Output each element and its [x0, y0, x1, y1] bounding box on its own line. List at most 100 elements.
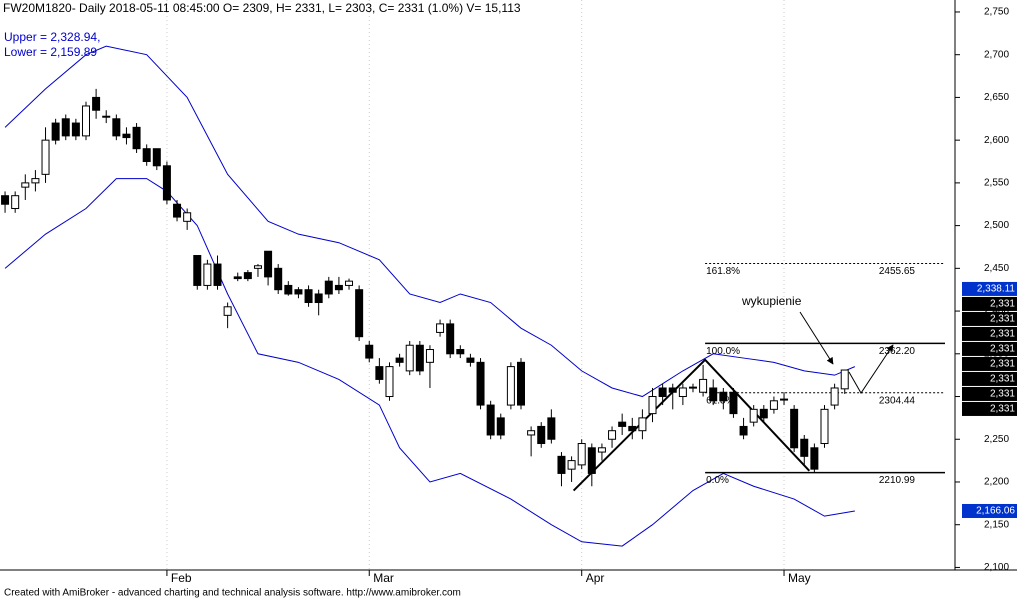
y-tick-label: 2,650 — [984, 92, 1009, 103]
candle-body — [365, 344, 374, 359]
candle-body — [446, 323, 455, 355]
candle-body — [790, 408, 799, 449]
candle-body — [142, 148, 151, 163]
candle-body — [173, 203, 182, 218]
candle-body — [152, 148, 161, 167]
candle-body — [31, 178, 40, 184]
plot-area — [1, 0, 945, 570]
candle-body — [567, 460, 576, 470]
candle-body — [162, 165, 171, 201]
y-tick-label: 2,100 — [984, 562, 1009, 573]
y-tick-label: 2,700 — [984, 49, 1009, 60]
candle-body — [840, 369, 849, 390]
fib-value-label: 2210.99 — [879, 475, 916, 486]
candle-body — [648, 396, 657, 415]
candle-body — [506, 366, 515, 406]
bollinger-band — [4, 45, 856, 398]
candle-body — [21, 182, 30, 188]
candle-body — [233, 276, 242, 280]
annotation: wykupienie — [741, 294, 802, 308]
price-tag — [962, 386, 1017, 401]
candle-body — [314, 293, 323, 304]
candle-body — [729, 391, 738, 415]
candle-body — [183, 212, 192, 222]
price-tag — [962, 341, 1017, 356]
candle-body — [486, 404, 495, 436]
candle-body — [375, 366, 384, 380]
candle-body — [719, 391, 728, 402]
bollinger-band — [4, 178, 855, 547]
legend-lower: Lower = 2,159.89 — [4, 45, 97, 59]
price-tag-label: 2,331 — [990, 359, 1015, 370]
y-tick-label: 2,250 — [984, 434, 1009, 445]
x-tick-label: Mar — [373, 571, 394, 585]
y-tick-label: 2,550 — [984, 178, 1009, 189]
fib-value-label: 2455.65 — [879, 266, 916, 277]
candle-body — [577, 443, 586, 466]
candle-body — [436, 323, 445, 333]
annotation-arrow — [799, 311, 834, 365]
candle-body — [1, 195, 10, 205]
price-tag-label: 2,331 — [990, 314, 1015, 325]
price-tag — [962, 326, 1017, 341]
candle-body — [132, 126, 141, 150]
footer: Created with AmiBroker - advanced charti… — [4, 588, 461, 599]
candle-body — [658, 387, 667, 398]
candle-body — [11, 195, 20, 210]
candle-body — [425, 349, 434, 363]
candle-body — [385, 366, 394, 398]
fib-value-label: 2304.44 — [879, 395, 916, 406]
candle-body — [678, 387, 687, 398]
candle-body — [102, 115, 111, 118]
candle-body — [810, 447, 819, 470]
y-tick-label: 2,150 — [984, 519, 1009, 530]
candle-body — [112, 118, 121, 137]
y-tick-label: 2,450 — [984, 263, 1009, 274]
candle-body — [769, 400, 778, 410]
legend-upper: Upper = 2,328.94, — [4, 30, 100, 44]
trendline — [572, 358, 811, 492]
y-tick-label: 2,400 — [984, 306, 1009, 317]
candle-body — [193, 255, 202, 286]
y-tick-label: 2,600 — [984, 135, 1009, 146]
x-tick-label: Apr — [586, 571, 605, 585]
candle-body — [638, 417, 647, 432]
price-tag-label: 2,338.11 — [977, 284, 1016, 295]
candle-body — [456, 349, 465, 355]
price-tag — [962, 296, 1017, 311]
fib-level-label: 100.0% — [706, 346, 740, 357]
price-tag — [962, 356, 1017, 371]
candle-body — [355, 289, 364, 338]
price-tag-label: 2,331 — [990, 389, 1015, 400]
fib-level-label: 61.8% — [706, 395, 734, 406]
x-tick-label: Feb — [171, 571, 192, 585]
price-tag — [962, 281, 1017, 296]
candle-body — [223, 306, 232, 316]
candle-body — [780, 398, 789, 401]
candle-body — [618, 421, 627, 427]
candle-body — [304, 289, 313, 304]
candle-body — [517, 361, 526, 406]
y-tick-label: 2,750 — [984, 7, 1009, 18]
price-tag-label: 2,331 — [990, 344, 1015, 355]
candle-body — [415, 344, 424, 372]
candle-body — [92, 96, 101, 111]
candle-body — [608, 430, 617, 440]
fib-level-label: 161.8% — [706, 266, 740, 277]
candle-body — [345, 280, 354, 286]
candle-body — [800, 438, 809, 457]
price-tag — [962, 371, 1017, 386]
candle-body — [466, 357, 475, 363]
candle-body — [597, 447, 606, 453]
x-tick-label: May — [788, 571, 811, 585]
candle-body — [739, 425, 748, 436]
candle-body — [284, 284, 293, 295]
price-tag — [962, 503, 1017, 518]
candle-body — [405, 344, 414, 372]
candle-body — [820, 408, 829, 445]
candle-body — [81, 105, 90, 137]
price-tag-label: 2,331 — [990, 404, 1015, 415]
candle-body — [527, 430, 536, 436]
candle-body — [51, 122, 60, 141]
